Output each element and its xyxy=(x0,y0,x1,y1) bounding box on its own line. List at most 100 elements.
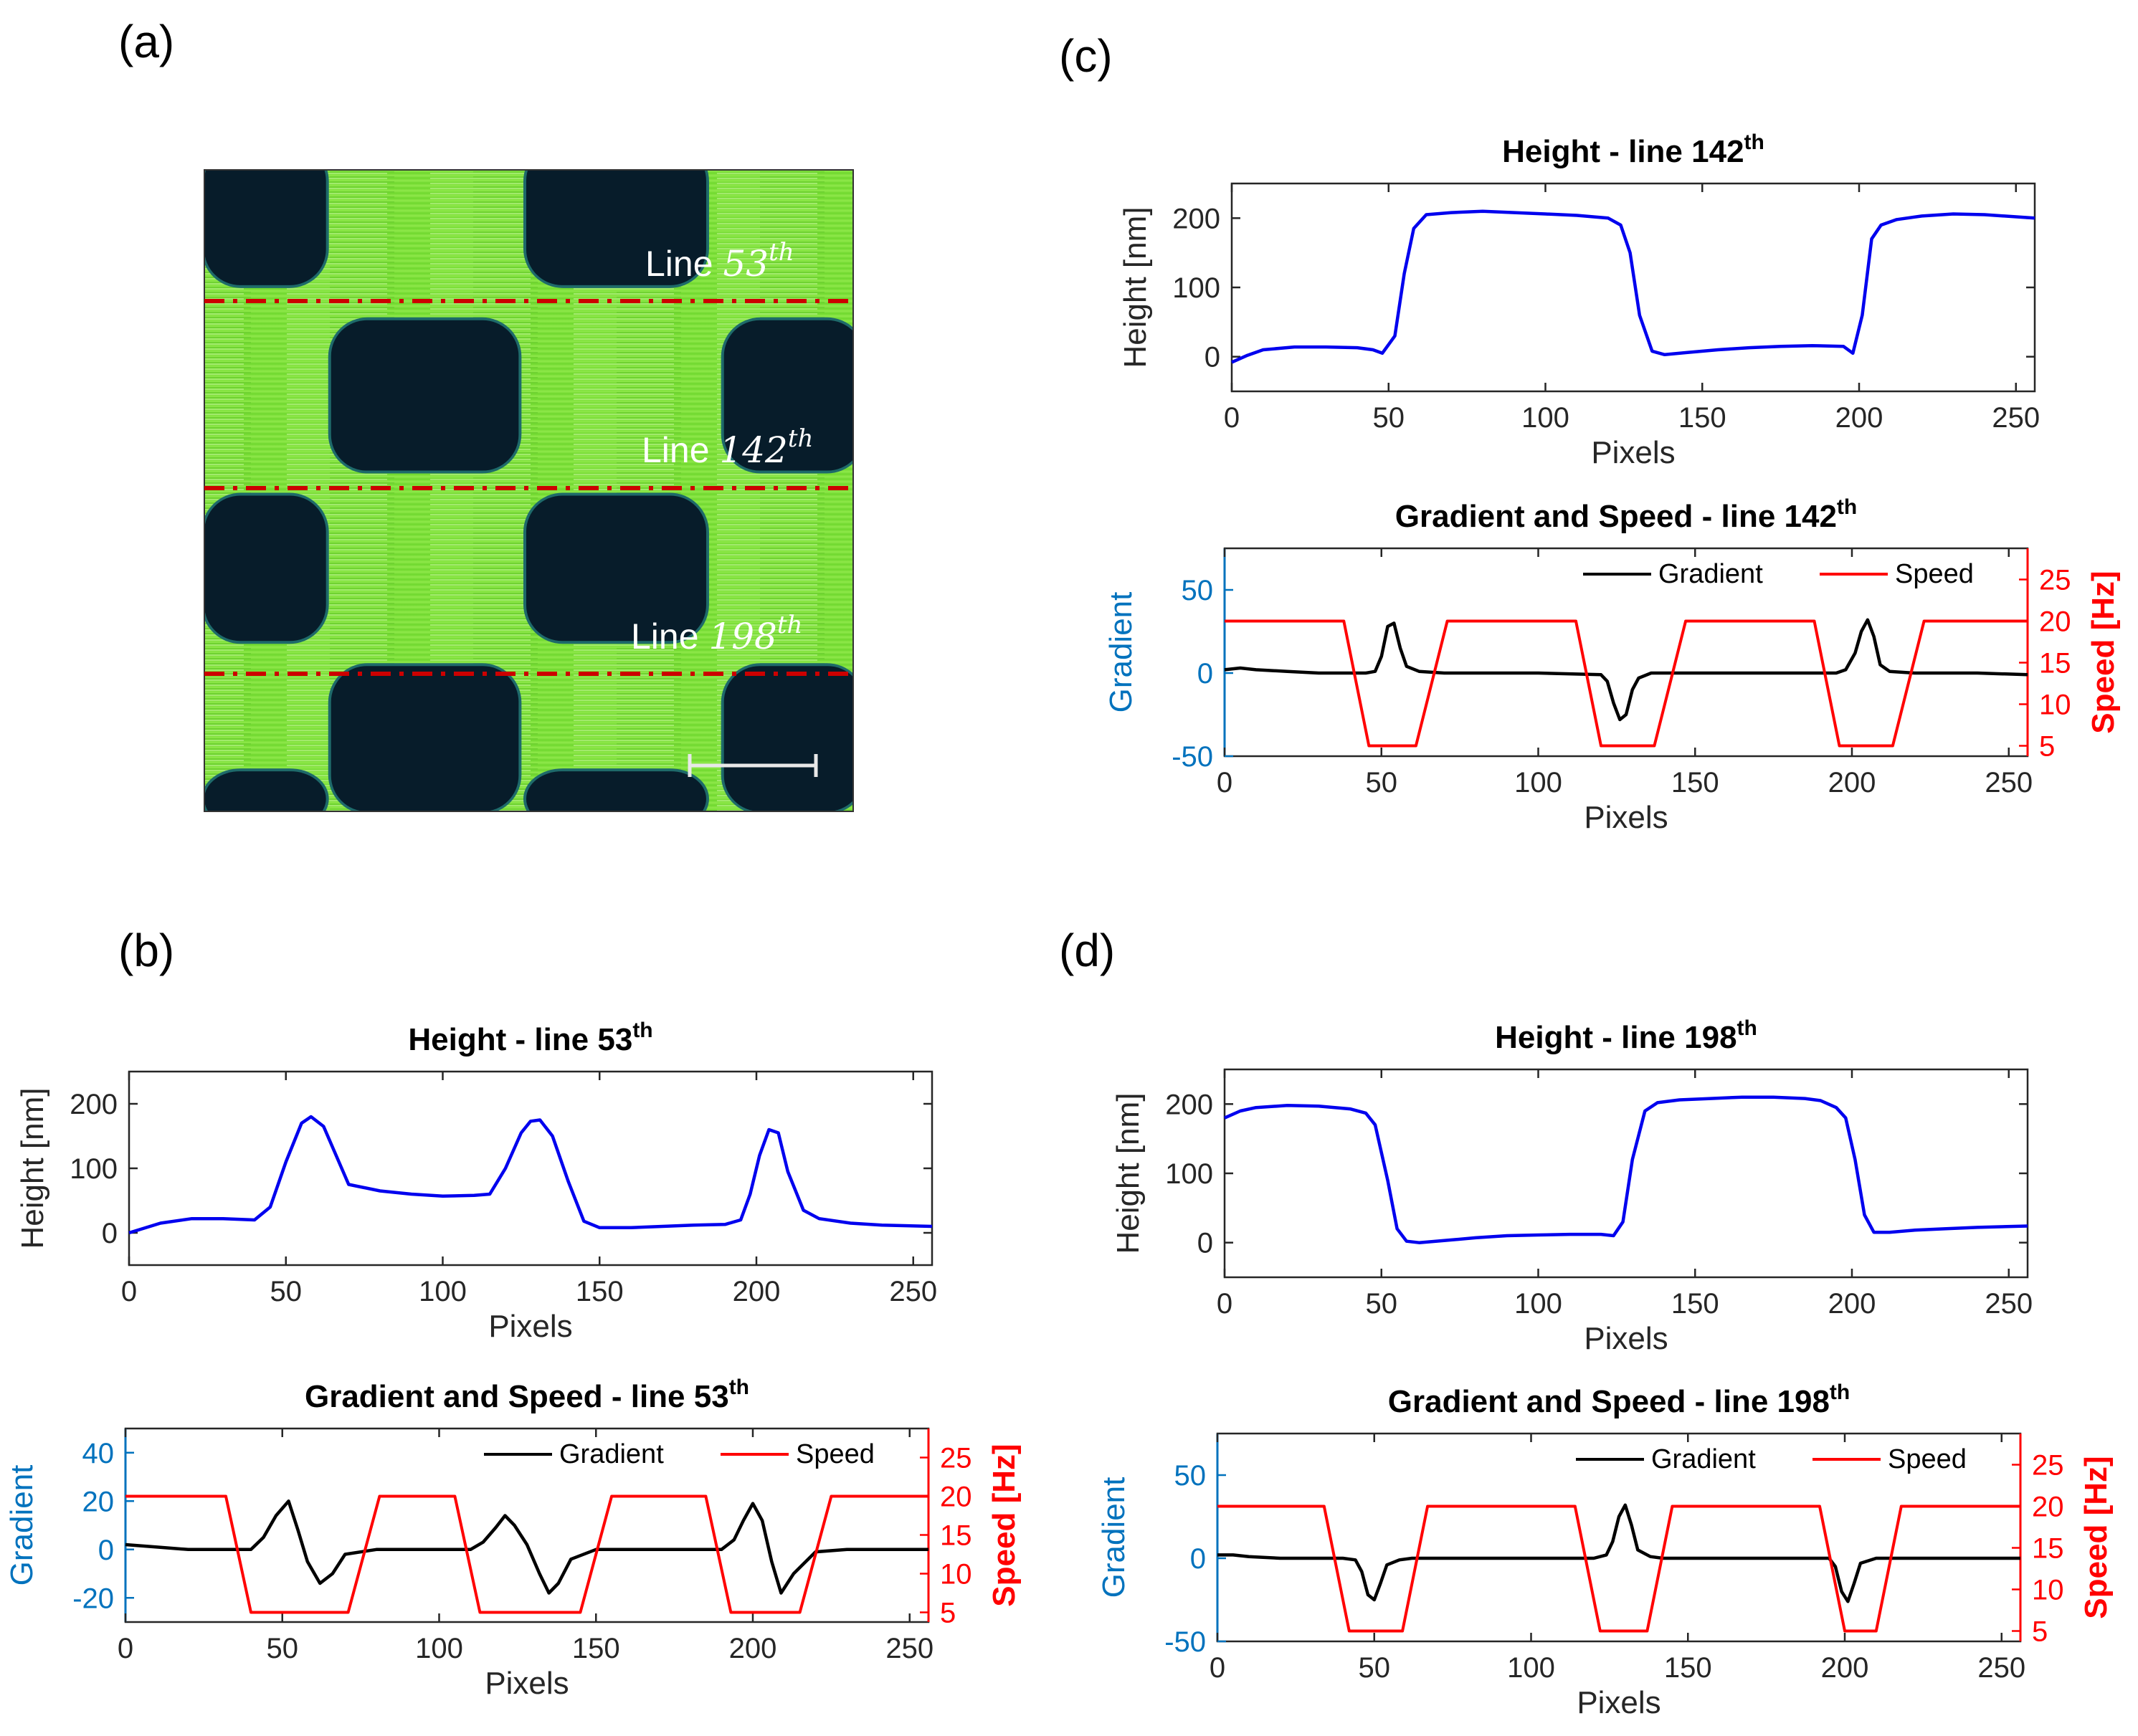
x-tick-label: 0 xyxy=(1210,1652,1225,1684)
afm-dark-square xyxy=(204,771,326,811)
y-tick-label: -20 xyxy=(72,1583,114,1614)
y2-tick-label: 10 xyxy=(2039,690,2071,721)
x-axis-label: Pixels xyxy=(1584,1321,1668,1356)
x-tick-label: 250 xyxy=(885,1633,933,1664)
axes-box xyxy=(1223,1068,2029,1279)
y2-tick-label: 15 xyxy=(2039,648,2071,679)
afm-dark-square xyxy=(723,320,853,471)
afm-dark-squares xyxy=(204,170,853,811)
afm-line-label: Line 198th xyxy=(631,611,802,657)
x-tick-label: 50 xyxy=(1366,767,1398,798)
chart-title: Gradient and Speed - line 198th xyxy=(1388,1380,1850,1419)
y-tick-label: 50 xyxy=(1174,1460,1207,1492)
y-axis-label: Gradient xyxy=(1103,592,1139,713)
y-tick-label: -50 xyxy=(1164,1626,1206,1658)
y2-tick-label: 25 xyxy=(2039,565,2071,596)
panel-label-b: (b) xyxy=(118,925,174,976)
afm-frame xyxy=(204,169,854,812)
x-tick-label: 50 xyxy=(1366,1288,1398,1320)
legend-label: Speed xyxy=(796,1439,875,1469)
legend-label: Speed xyxy=(1888,1444,1967,1474)
series-line-height xyxy=(1231,209,2035,364)
panel-label-a: (a) xyxy=(118,16,174,67)
x-tick-label: 0 xyxy=(118,1633,133,1664)
x-axis-label: Pixels xyxy=(485,1666,569,1701)
y2-tick-label: 5 xyxy=(940,1598,956,1629)
x-axis-label: Pixels xyxy=(1591,435,1675,470)
y-tick-label: 0 xyxy=(1205,342,1220,373)
panel-label-d: (d) xyxy=(1059,925,1115,976)
y-tick-label: 50 xyxy=(1182,575,1214,606)
chart-b-height: Height - line 53th 0 50 100 150 200 250 0 100 200… xyxy=(15,1019,937,1344)
x-tick-label: 50 xyxy=(267,1633,299,1664)
y-axis-label: Height [nm] xyxy=(1111,1093,1146,1254)
series-line-height xyxy=(128,1115,933,1235)
x-tick-label: 100 xyxy=(1521,402,1569,434)
afm-line-label: Line 53th xyxy=(645,238,794,285)
panel-label-c: (c) xyxy=(1059,30,1113,82)
y2-tick-label: 20 xyxy=(940,1482,972,1513)
chart-title: Height - line 142th xyxy=(1502,130,1764,169)
x-tick-label: 150 xyxy=(1678,402,1726,434)
legend-label: Gradient xyxy=(1651,1444,1756,1474)
y2-tick-label: 15 xyxy=(2032,1533,2064,1565)
y2-tick-label: 20 xyxy=(2032,1492,2064,1523)
x-tick-label: 150 xyxy=(1671,767,1719,798)
y-axis-label: Height [nm] xyxy=(1118,207,1153,368)
x-tick-label: 150 xyxy=(572,1633,620,1664)
x-tick-label: 100 xyxy=(419,1276,467,1307)
legend-label: Speed xyxy=(1895,559,1974,589)
afm-scan-lines: Line 53th Line 142th Line 198th xyxy=(204,238,853,676)
chart-title: Gradient and Speed - line 142th xyxy=(1395,495,1858,534)
afm-line-label: Line 142th xyxy=(642,424,813,471)
chart-title: Gradient and Speed - line 53th xyxy=(305,1375,749,1414)
afm-dark-square xyxy=(526,495,706,642)
y2-tick-label: 10 xyxy=(940,1559,972,1590)
y-tick-label: 0 xyxy=(1190,1543,1206,1575)
x-axis-label: Pixels xyxy=(1577,1685,1660,1720)
y2-tick-label: 25 xyxy=(2032,1450,2064,1482)
x-tick-label: 0 xyxy=(1217,767,1232,798)
series-line-speed xyxy=(1217,1504,2020,1633)
y2-tick-label: 15 xyxy=(940,1520,972,1552)
series-line-gradient xyxy=(1224,618,2028,722)
y2-tick-label: 5 xyxy=(2039,731,2055,763)
x-tick-label: 250 xyxy=(1977,1652,2025,1684)
x-tick-label: 100 xyxy=(1514,767,1562,798)
y2-tick-label: 20 xyxy=(2039,606,2071,638)
y-axis-label: Gradient xyxy=(1096,1477,1131,1598)
y-tick-label: 0 xyxy=(1197,658,1213,690)
x-axis-label: Pixels xyxy=(1584,800,1668,835)
y2-axis-label: Speed [Hz] xyxy=(2078,1456,2114,1618)
x-tick-label: 250 xyxy=(1992,402,2040,434)
afm-dark-square xyxy=(204,170,326,285)
y-tick-label: -50 xyxy=(1172,741,1213,773)
x-tick-label: 0 xyxy=(1224,402,1240,434)
x-tick-label: 0 xyxy=(1217,1288,1232,1320)
x-tick-label: 150 xyxy=(1671,1288,1719,1320)
legend-label: Gradient xyxy=(1658,559,1763,589)
y-tick-label: 40 xyxy=(82,1438,115,1469)
y-tick-label: 100 xyxy=(70,1153,118,1185)
series-line-speed xyxy=(125,1494,928,1614)
scale-bar xyxy=(688,754,818,777)
y2-tick-label: 10 xyxy=(2032,1575,2064,1606)
y2-tick-label: 5 xyxy=(2032,1616,2048,1648)
chart-title: Height - line 198th xyxy=(1495,1016,1757,1055)
afm-dark-square xyxy=(723,666,853,811)
x-tick-label: 200 xyxy=(1821,1652,1869,1684)
axes-box xyxy=(128,1070,933,1267)
y-tick-label: 0 xyxy=(98,1535,114,1566)
y-tick-label: 0 xyxy=(1197,1228,1213,1259)
x-tick-label: 100 xyxy=(1507,1652,1555,1684)
x-tick-label: 50 xyxy=(1359,1652,1391,1684)
x-tick-label: 200 xyxy=(1828,767,1876,798)
chart-d-height: Height - line 198th 0 50 100 150 200 250 0 100 20… xyxy=(1111,1016,2033,1356)
x-tick-label: 150 xyxy=(1664,1652,1712,1684)
y-tick-label: 200 xyxy=(70,1089,118,1120)
x-tick-label: 150 xyxy=(576,1276,624,1307)
